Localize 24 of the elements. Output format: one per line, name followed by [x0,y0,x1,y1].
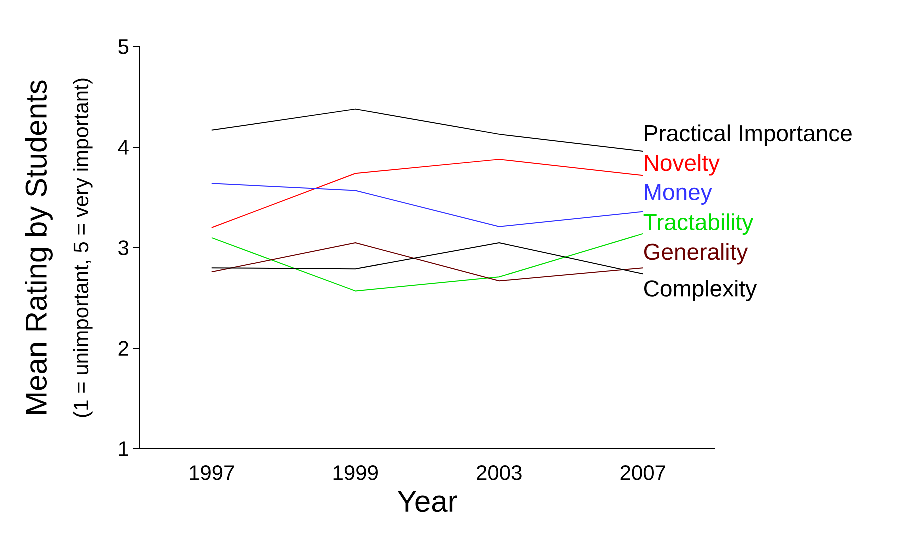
line-series [211,183,644,228]
series-label: Practical Importance [645,124,852,146]
y-tick-label: 2 [118,341,128,356]
y-tick-label: 1 [119,442,128,456]
x-tick-label: 1997 [190,466,234,480]
series-label: Novelty [645,154,720,176]
series-label: Money [645,184,712,206]
y-tick-label: 4 [118,140,129,155]
text: (1 = unimportant, 5 = very important) [73,78,93,418]
x-tick-label: 1999 [334,466,378,480]
y-tick-label: 3 [118,240,129,256]
line-series [211,159,644,228]
line-series [211,242,644,282]
series-label: Generality [644,243,748,265]
line-series [211,242,644,275]
y-axis-title: Mean Rating by Students [25,80,53,414]
x-tick-label: 2003 [477,466,522,480]
series-label: Tractability [644,214,754,236]
y-tick-label: 5 [118,40,129,54]
series-label: Complexity [644,280,758,302]
x-tick-label: 2007 [620,466,666,480]
line-series [211,233,644,292]
x-axis-title: Year [398,491,458,512]
line-series [211,108,644,152]
